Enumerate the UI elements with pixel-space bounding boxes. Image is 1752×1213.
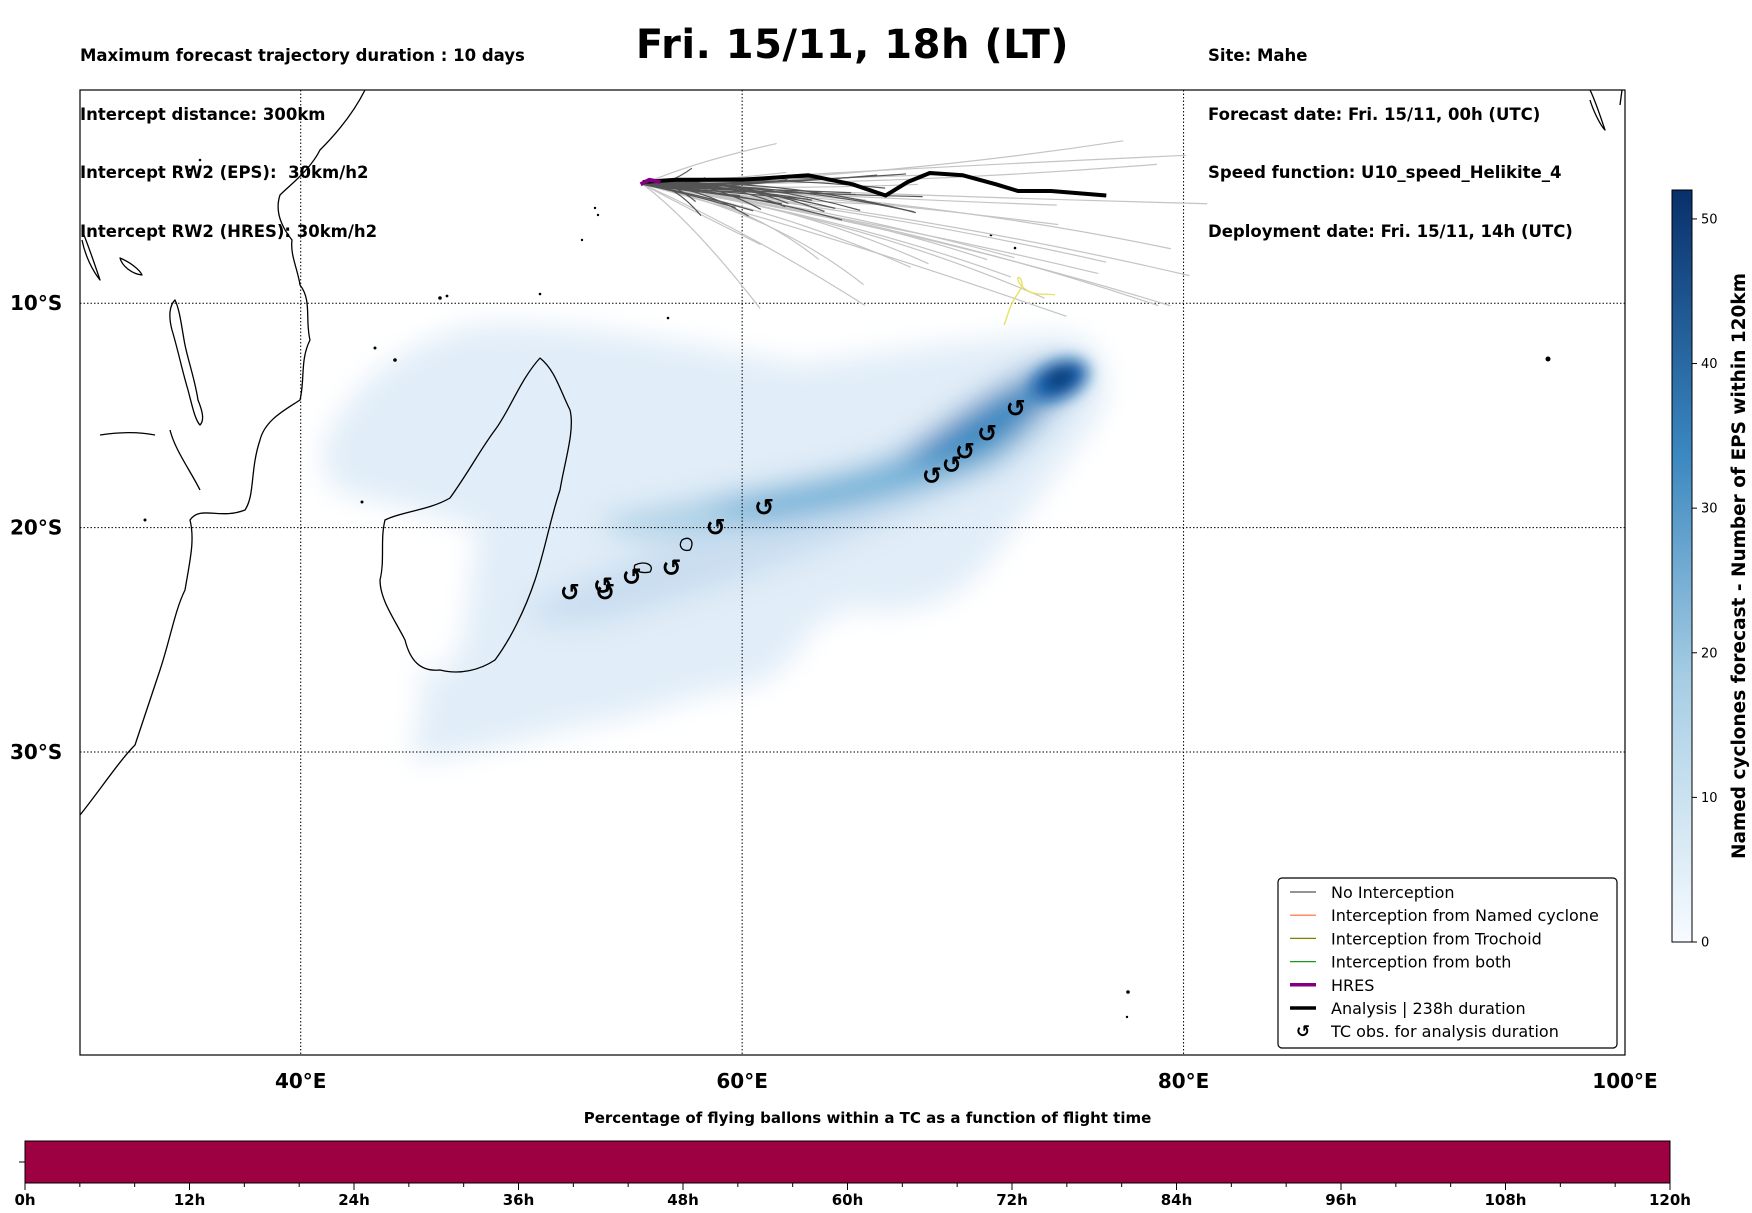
island-coast — [1589, 90, 1606, 131]
coastlines — [80, 90, 1623, 816]
lake-shoreline — [119, 257, 143, 276]
legend-label: Interception from both — [1331, 953, 1511, 972]
flight-time-bar-title: Percentage of flying ballons within a TC… — [583, 1109, 1152, 1127]
trochoid-trajectory — [1003, 276, 1056, 326]
tc-observation-icon: ↺ — [661, 554, 681, 582]
lake-shoreline — [81, 229, 101, 281]
longitude-labels: 40°E 60°E 80°E 100°E — [275, 1069, 1658, 1093]
tc-observation-icon: ↺ — [622, 563, 642, 591]
lake-shoreline — [169, 299, 204, 426]
island-coast — [679, 537, 693, 552]
colorbar-tick-label: 50 — [1701, 212, 1718, 227]
tc-observation-icon: ↺ — [593, 572, 613, 600]
tc-observation-icon: ↺ — [942, 451, 962, 479]
info-line: Maximum forecast trajectory duration : 1… — [80, 46, 525, 65]
lake-shoreline — [99, 432, 156, 436]
info-line: Speed function: U10_speed_Helikite_4 — [1208, 163, 1562, 182]
colorbar-ticks: 0 10 20 30 40 50 — [1692, 212, 1718, 951]
flight-time-label: 96h — [1325, 1191, 1357, 1209]
analysis-trajectory — [642, 171, 1107, 198]
lake-shoreline — [169, 429, 201, 491]
info-line: Intercept RW2 (HRES): 30km/h2 — [80, 221, 378, 241]
africa-coast — [80, 90, 366, 816]
map-legend: No Interception Interception from Named c… — [1277, 877, 1618, 1049]
info-line: Intercept distance: 300km — [80, 104, 326, 124]
ensemble-trajectory — [642, 183, 852, 194]
flight-time-label: 108h — [1485, 1191, 1527, 1209]
ensemble-trajectory — [642, 182, 762, 210]
forecast-parameters: Maximum forecast trajectory duration : 1… — [80, 7, 525, 261]
lon-label: 100°E — [1592, 1069, 1657, 1093]
tc-observation-icon: ↺ — [955, 437, 975, 465]
ensemble-trajectory — [642, 183, 843, 221]
flight-time-label: 60h — [832, 1191, 864, 1209]
legend-label: TC obs. for analysis duration — [1330, 1022, 1559, 1041]
flight-time-label: 48h — [667, 1191, 699, 1209]
island-coast — [1619, 90, 1623, 106]
info-line: Deployment date: Fri. 15/11, 14h (UTC) — [1208, 221, 1573, 241]
map-frame — [79, 89, 1626, 1056]
latitude-labels: 10°S 20°S 30°S — [10, 291, 62, 764]
lat-label: 20°S — [10, 516, 62, 540]
legend-box — [1277, 877, 1618, 1049]
lat-label: 30°S — [10, 740, 62, 764]
flight-time-label: 12h — [174, 1191, 206, 1209]
lat-label: 10°S — [10, 291, 62, 315]
ensemble-trajectory — [642, 183, 761, 309]
flight-time-label: 36h — [503, 1191, 535, 1209]
flight-time-label: 72h — [996, 1191, 1028, 1209]
ensemble-trajectory — [642, 183, 1159, 307]
ensemble-trajectory — [642, 183, 866, 306]
island-coast — [633, 562, 652, 574]
info-line: Intercept RW2 (EPS): 30km/h2 — [80, 163, 369, 182]
info-line: Forecast date: Fri. 15/11, 00h (UTC) — [1208, 104, 1541, 124]
lon-label: 40°E — [275, 1069, 327, 1093]
colorbar-tick-label: 30 — [1701, 502, 1718, 517]
flight-time-bar: 0h 12h 24h 36h 48h 60h 72h 84h 96h 108h 120h — [14, 1140, 1691, 1209]
flight-time-label: 24h — [338, 1191, 370, 1209]
tc-observation-icon: ↺ — [977, 419, 997, 447]
flight-time-label: 120h — [1649, 1191, 1691, 1209]
flight-time-label: 84h — [1161, 1191, 1193, 1209]
lon-label: 80°E — [1158, 1069, 1210, 1093]
flight-time-ticks: 0h 12h 24h 36h 48h 60h 72h 84h 96h 108h 120h — [14, 1183, 1691, 1209]
legend-label: Interception from Trochoid — [1331, 929, 1542, 948]
tc-observation-icon: ↺ — [706, 514, 726, 542]
tc-observation-icon: ↺ — [1006, 395, 1026, 423]
site-info: Site: Mahe Forecast date: Fri. 15/11, 00… — [1208, 7, 1573, 261]
colorbar-tick-label: 40 — [1701, 357, 1718, 372]
ensemble-trajectory — [642, 183, 761, 246]
legend-label: HRES — [1331, 976, 1374, 995]
ensemble-trajectories-early — [642, 167, 923, 221]
legend-label: Interception from Named cyclone — [1331, 906, 1599, 925]
tc-observations: ↺ ↺↺↺ ↺↺↺↺ ↺↺↺↺ — [560, 395, 1026, 607]
flight-time-bar-fill — [24, 1140, 1671, 1184]
colorbar-tick-label: 20 — [1701, 646, 1718, 661]
ensemble-trajectory — [642, 183, 754, 212]
map-title: Fri. 15/11, 18h (LT) — [635, 22, 1070, 68]
tc-observation-icon: ↺ — [560, 579, 580, 607]
flight-time-label: 0h — [14, 1191, 35, 1209]
tc-observation-icon: ↺ — [922, 462, 942, 490]
legend-label: Analysis | 238h duration — [1331, 999, 1526, 1018]
tc-observation-icon: ↺ — [595, 579, 615, 607]
ensemble-trajectory — [642, 183, 1012, 278]
tc-observation-icon: ↺ — [754, 493, 774, 521]
ensemble-trajectories-late — [642, 140, 1208, 317]
cyclone-density-field — [322, 324, 1106, 761]
lon-label: 60°E — [716, 1069, 768, 1093]
info-line: Site: Mahe — [1208, 46, 1308, 65]
madagascar-coast — [379, 357, 573, 673]
legend-tc-icon: ↺ — [1296, 1022, 1310, 1042]
colorbar-tick-label: 0 — [1701, 936, 1709, 951]
colorbar-gradient — [1671, 189, 1693, 943]
colorbar-tick-label: 10 — [1701, 791, 1718, 806]
hres-trajectory — [639, 177, 661, 187]
legend-label: No Interception — [1331, 883, 1455, 902]
ensemble-trajectory — [642, 183, 1067, 317]
colorbar-label: Named cyclones forecast - Number of EPS … — [1729, 273, 1750, 859]
density-colorbar: 0 10 20 30 40 50 Named cyclones forecast - Nu… — [1671, 189, 1750, 951]
